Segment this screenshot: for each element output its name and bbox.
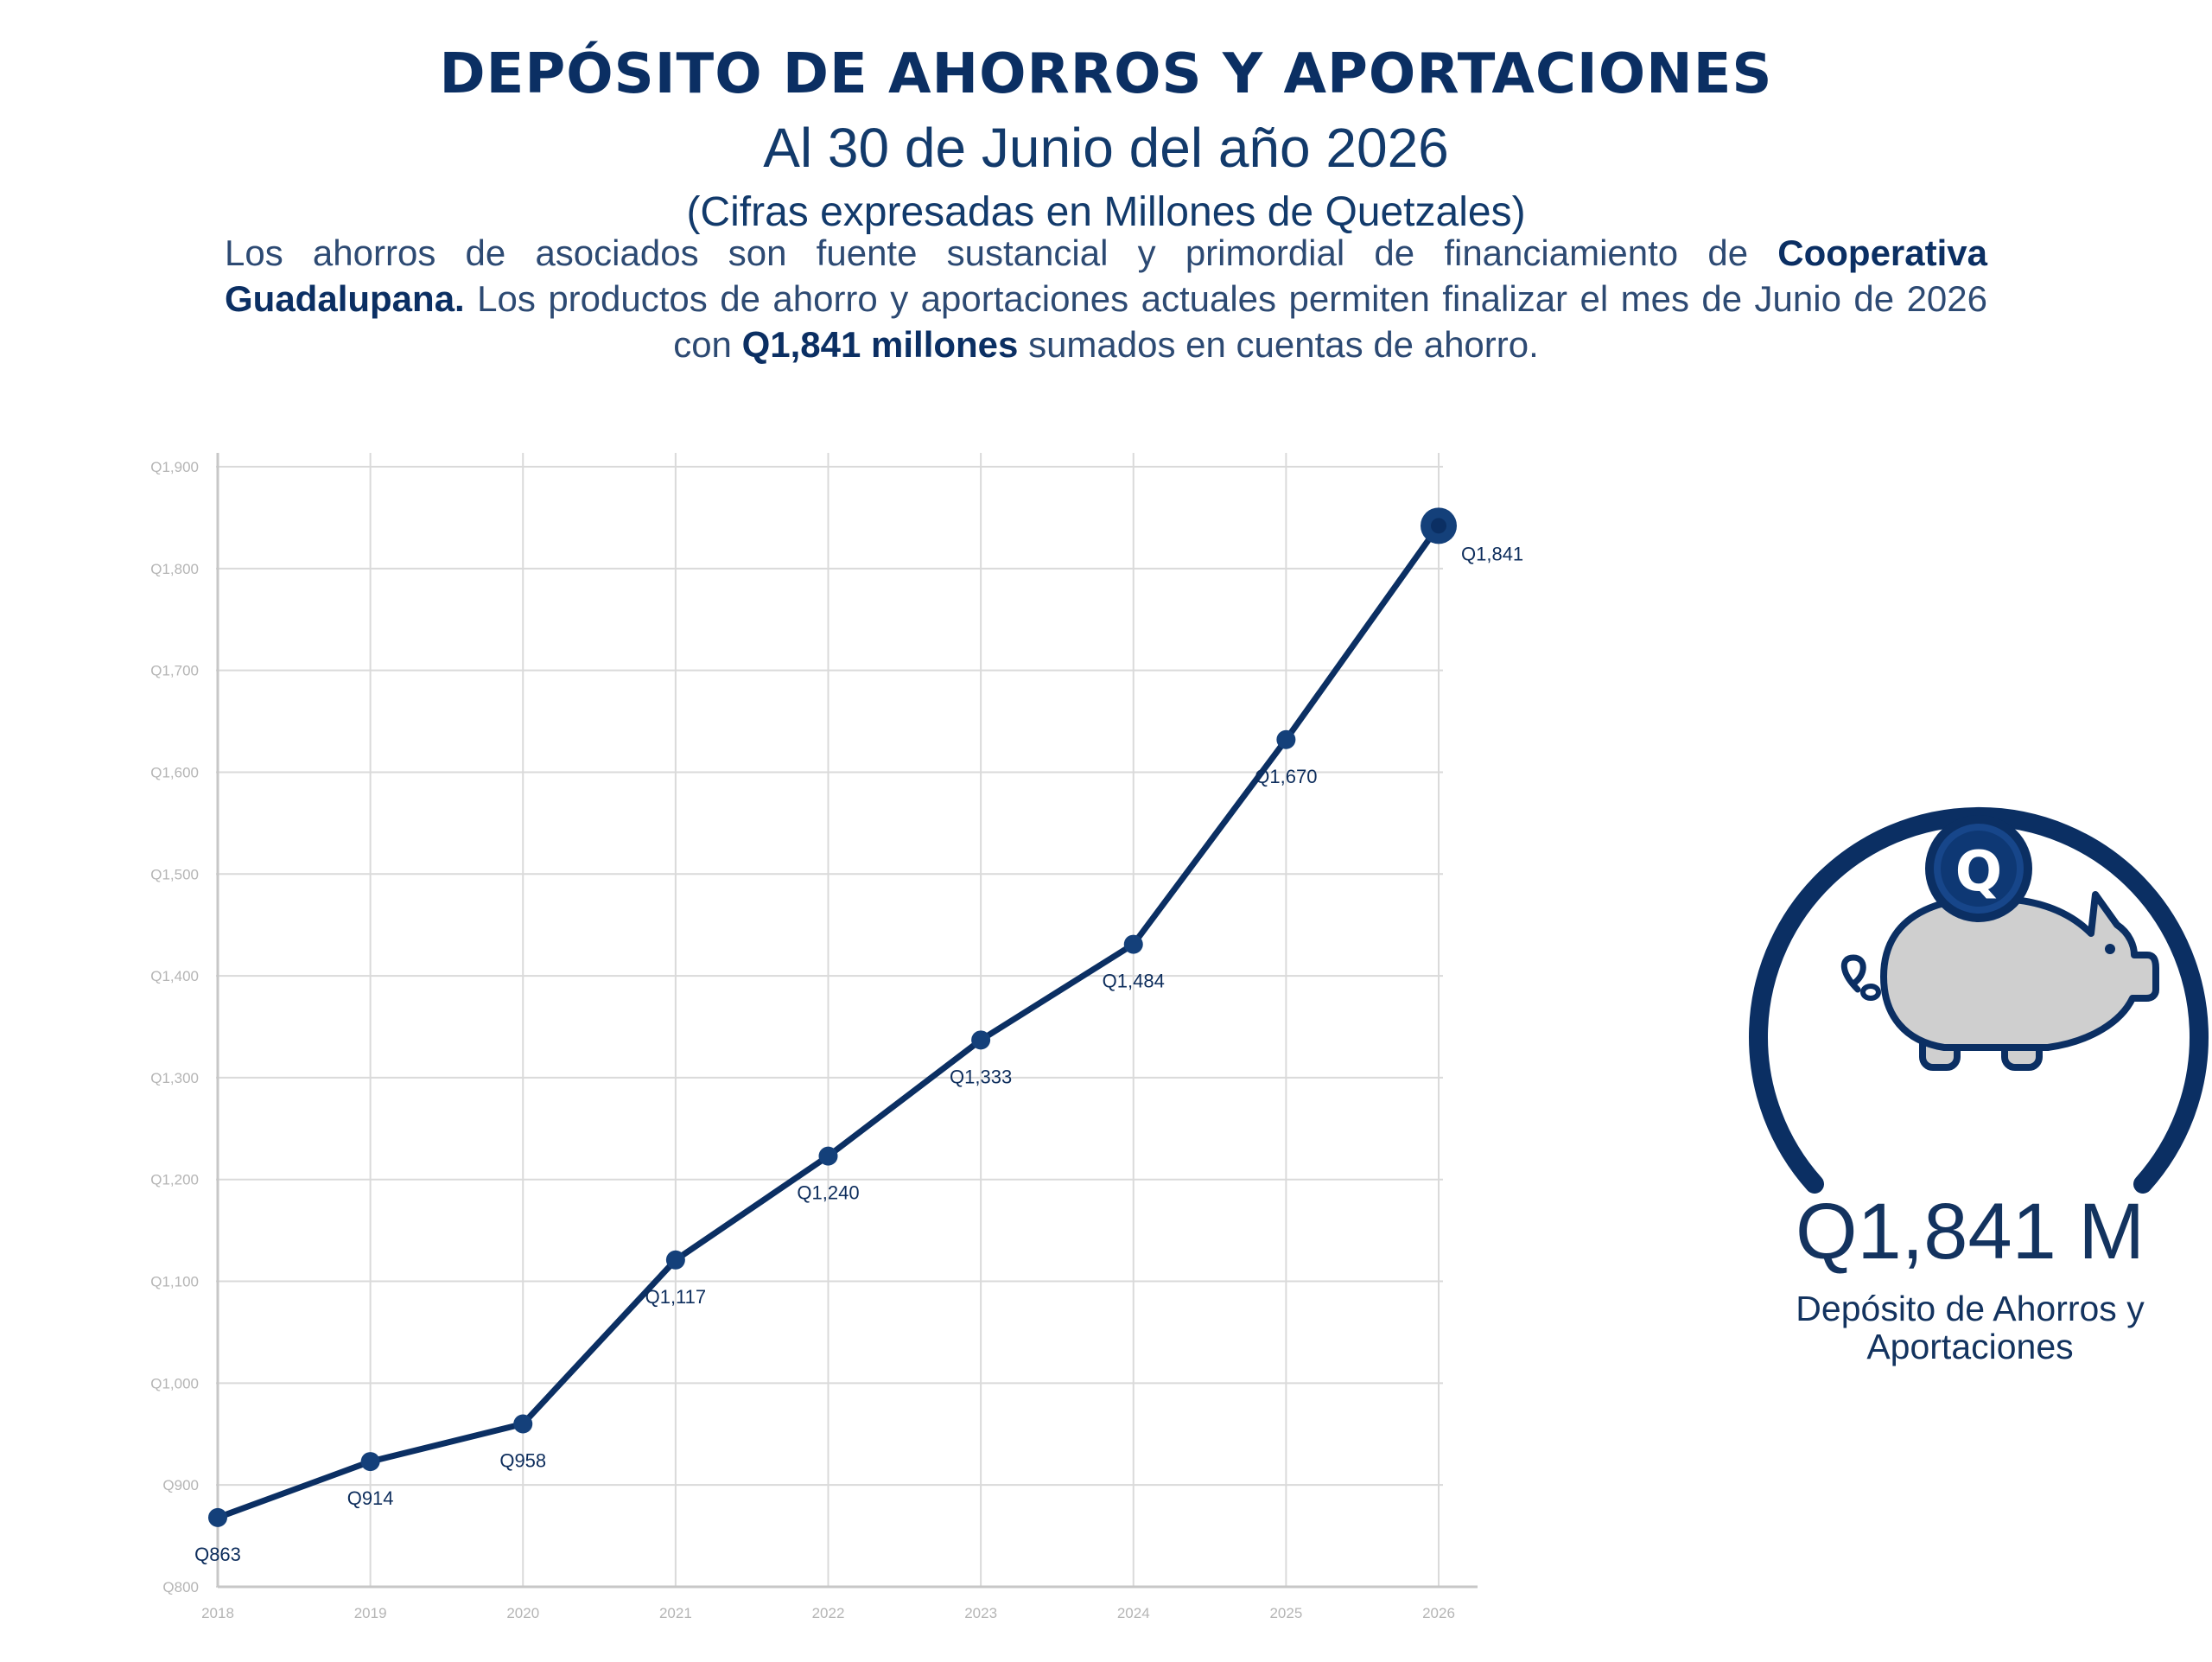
data-point	[971, 1030, 991, 1050]
y-tick-label: Q1,900	[150, 459, 199, 475]
page-title: DEPÓSITO DE AHORROS Y APORTACIONES	[439, 42, 1773, 106]
data-label: Q863	[194, 1544, 241, 1565]
piggy-bank-icon	[1840, 891, 2159, 1071]
data-label: Q1,484	[1103, 971, 1165, 992]
data-point	[665, 1250, 685, 1270]
kpi-graphic: Q	[1749, 807, 2209, 1194]
kpi-label-line-2: Aportaciones	[1866, 1327, 2074, 1366]
kpi-value: Q1,841 M	[1796, 1188, 2145, 1276]
units-note: (Cifras expresadas en Millones de Quetza…	[686, 189, 1526, 235]
data-label: Q914	[347, 1487, 394, 1509]
y-tick-label: Q1,300	[150, 1070, 199, 1086]
paragraph-bold-amount: Q1,841 millones	[741, 324, 1019, 365]
data-point	[1123, 934, 1143, 954]
y-tick-label: Q1,000	[150, 1375, 199, 1391]
kpi-label: Depósito de Ahorros y Aportaciones	[1745, 1289, 2195, 1366]
data-point	[208, 1507, 227, 1527]
y-tick-label: Q800	[162, 1579, 199, 1595]
x-tick-label: 2023	[964, 1605, 997, 1621]
y-tick-label: Q900	[162, 1477, 199, 1493]
paragraph-text-3: sumados en cuentas de ahorro.	[1018, 324, 1539, 365]
data-point	[360, 1452, 380, 1472]
kpi-label-line-1: Depósito de Ahorros y	[1796, 1289, 2145, 1328]
paragraph-text-2: Los productos de ahorro y aportaciones a…	[464, 278, 1987, 365]
data-point	[513, 1414, 533, 1434]
y-tick-label: Q1,400	[150, 968, 199, 984]
header: DEPÓSITO DE AHORROS Y APORTACIONES Al 30…	[0, 38, 2212, 240]
coin-icon: Q	[1925, 815, 2032, 922]
x-tick-label: 2020	[506, 1605, 539, 1621]
x-tick-label: 2021	[659, 1605, 692, 1621]
data-label: Q1,333	[950, 1066, 1012, 1087]
data-label: Q1,670	[1255, 766, 1317, 787]
data-label: Q1,117	[645, 1286, 707, 1308]
data-point	[818, 1146, 838, 1166]
paragraph-text-1: Los ahorros de asociados son fuente sust…	[225, 232, 1778, 273]
y-tick-label: Q1,200	[150, 1172, 199, 1188]
paragraph-bold-cooperative: Cooperativa Guadalupana.	[225, 232, 1987, 319]
description-paragraph: Los ahorros de asociados son fuente sust…	[225, 230, 1987, 367]
data-label: Q1,240	[797, 1182, 859, 1204]
y-tick-label: Q1,600	[150, 764, 199, 780]
y-tick-label: Q1,700	[150, 663, 199, 679]
savings-line-chart: Q800 Q900 Q1,000 Q1,100 Q1,200 Q1,300 Q1,400 Q1…	[150, 453, 1523, 1621]
data-point	[1431, 518, 1446, 534]
x-tick-label: 2026	[1422, 1605, 1455, 1621]
y-tick-label: Q1,100	[150, 1274, 199, 1290]
coin-symbol: Q	[1955, 840, 2002, 904]
x-tick-label: 2025	[1269, 1605, 1302, 1621]
x-tick-label: 2024	[1117, 1605, 1150, 1621]
x-tick-label: 2018	[201, 1605, 234, 1621]
y-tick-label: Q1,800	[150, 561, 199, 577]
data-label: Q958	[499, 1449, 546, 1471]
data-label: Q1,841	[1461, 543, 1523, 564]
y-tick-label: Q1,500	[150, 866, 199, 882]
x-tick-label: 2019	[354, 1605, 387, 1621]
data-point	[1276, 729, 1296, 749]
x-tick-label: 2022	[812, 1605, 845, 1621]
page-subtitle: Al 30 de Junio del año 2026	[763, 117, 1449, 179]
